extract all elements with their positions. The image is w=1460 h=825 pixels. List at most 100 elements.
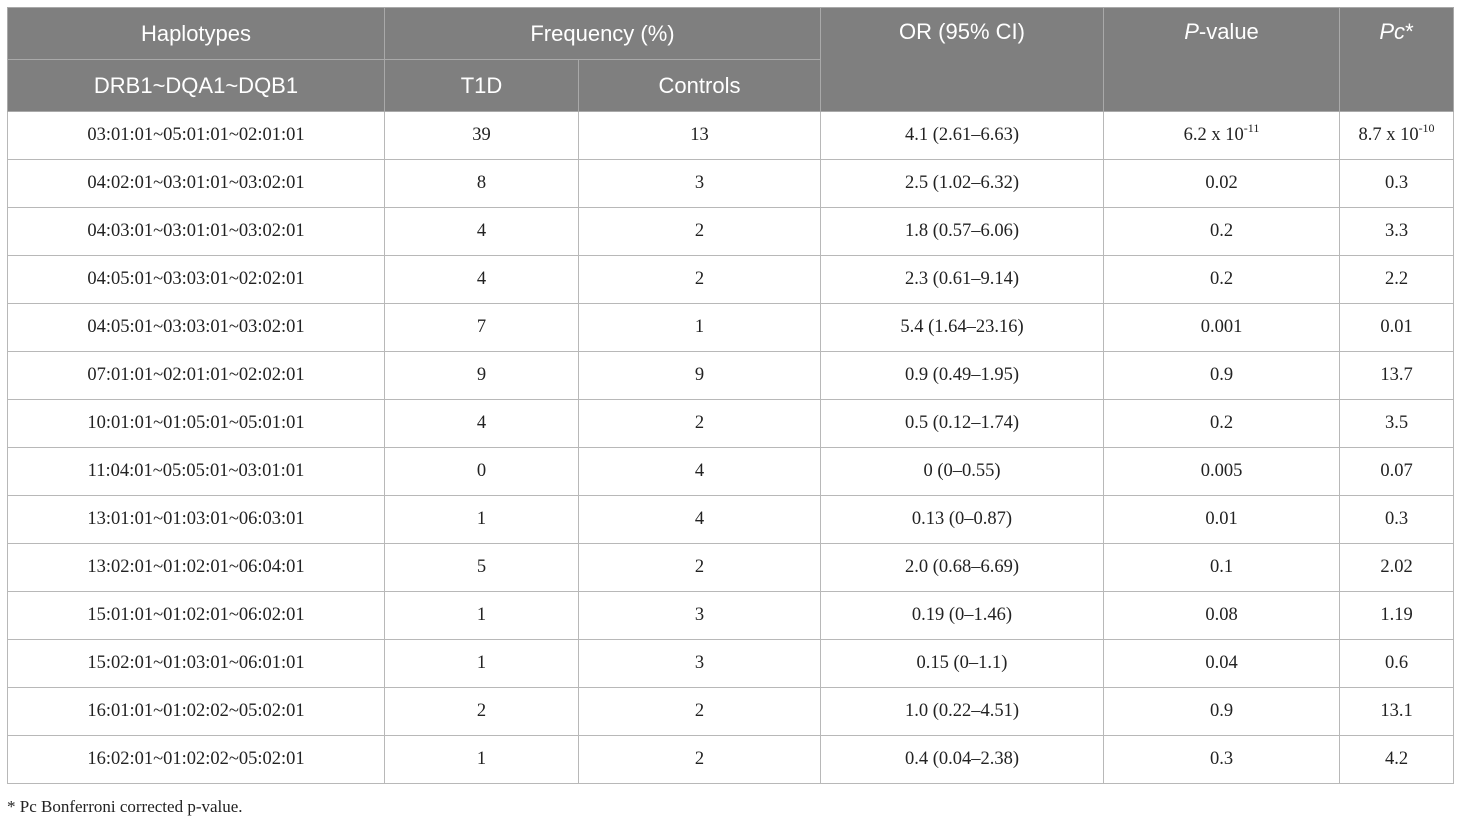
cell-t1d: 1 bbox=[384, 495, 579, 544]
cell-controls: 1 bbox=[578, 303, 821, 352]
cell-p-value: 0.01 bbox=[1103, 495, 1340, 544]
p-value-base: 0.2 bbox=[1209, 221, 1234, 241]
table-row: 03:01:01~05:01:01~02:01:01 39 13 4.1 (2.61–… bbox=[7, 111, 1454, 160]
pc-value-base: 0.01 bbox=[1380, 317, 1413, 337]
p-value-base: 0.2 bbox=[1209, 269, 1234, 289]
cell-t1d: 1 bbox=[384, 639, 579, 688]
cell-t1d: 4 bbox=[384, 207, 579, 256]
p-value-base: 0.9 bbox=[1209, 701, 1234, 721]
cell-pc: 13.7 bbox=[1339, 351, 1454, 400]
header-row-sub: DRB1~DQA1~DQB1 T1D Controls bbox=[7, 59, 1454, 112]
table-body: 03:01:01~05:01:01~02:01:01 39 13 4.1 (2.61–… bbox=[7, 111, 1454, 784]
cell-haplotype: 15:01:01~01:02:01~06:02:01 bbox=[7, 591, 385, 640]
cell-controls: 3 bbox=[578, 159, 821, 208]
header-haplotype-loci: DRB1~DQA1~DQB1 bbox=[7, 59, 385, 112]
cell-haplotype: 16:01:01~01:02:02~05:02:01 bbox=[7, 687, 385, 736]
cell-haplotype: 15:02:01~01:03:01~06:01:01 bbox=[7, 639, 385, 688]
cell-controls: 4 bbox=[578, 495, 821, 544]
cell-or: 0.4 (0.04–2.38) bbox=[820, 735, 1104, 784]
cell-or: 2.3 (0.61–9.14) bbox=[820, 255, 1104, 304]
cell-t1d: 0 bbox=[384, 447, 579, 496]
table-row: 10:01:01~01:05:01~05:01:01 4 2 0.5 (0.12–1.… bbox=[7, 399, 1454, 448]
cell-controls: 13 bbox=[578, 111, 821, 160]
cell-pc: 2.02 bbox=[1339, 543, 1454, 592]
cell-t1d: 7 bbox=[384, 303, 579, 352]
cell-t1d: 4 bbox=[384, 399, 579, 448]
header-p-value: P-value bbox=[1103, 7, 1340, 112]
table-row: 15:02:01~01:03:01~06:01:01 1 3 0.15 (0–1.1)… bbox=[7, 639, 1454, 688]
cell-t1d: 39 bbox=[384, 111, 579, 160]
header-or: OR (95% CI) bbox=[820, 7, 1104, 112]
cell-p-value: 0.1 bbox=[1103, 543, 1340, 592]
pc-value-base: 0.3 bbox=[1384, 173, 1409, 193]
pc-value-base: 1.19 bbox=[1380, 605, 1413, 625]
cell-controls: 3 bbox=[578, 639, 821, 688]
cell-or: 2.5 (1.02–6.32) bbox=[820, 159, 1104, 208]
table-row: 13:01:01~01:03:01~06:03:01 1 4 0.13 (0–0.87… bbox=[7, 495, 1454, 544]
cell-pc: 4.2 bbox=[1339, 735, 1454, 784]
cell-haplotype: 04:05:01~03:03:01~03:02:01 bbox=[7, 303, 385, 352]
cell-controls: 2 bbox=[578, 207, 821, 256]
cell-haplotype: 04:05:01~03:03:01~02:02:01 bbox=[7, 255, 385, 304]
cell-t1d: 5 bbox=[384, 543, 579, 592]
header-controls: Controls bbox=[578, 59, 821, 112]
cell-or: 0.15 (0–1.1) bbox=[820, 639, 1104, 688]
p-value-base: 0.04 bbox=[1205, 653, 1238, 673]
p-value-base: 0.01 bbox=[1205, 509, 1238, 529]
pc-value-base: 2.2 bbox=[1384, 269, 1409, 289]
cell-or: 0.19 (0–1.46) bbox=[820, 591, 1104, 640]
cell-pc: 1.19 bbox=[1339, 591, 1454, 640]
cell-pc: 0.3 bbox=[1339, 159, 1454, 208]
cell-p-value: 0.2 bbox=[1103, 207, 1340, 256]
cell-t1d: 1 bbox=[384, 735, 579, 784]
cell-controls: 2 bbox=[578, 735, 821, 784]
pc-value-base: 13.1 bbox=[1380, 701, 1413, 721]
cell-haplotype: 03:01:01~05:01:01~02:01:01 bbox=[7, 111, 385, 160]
cell-or: 5.4 (1.64–23.16) bbox=[820, 303, 1104, 352]
pc-value-base: 8.7 x 10 bbox=[1358, 125, 1419, 145]
cell-controls: 9 bbox=[578, 351, 821, 400]
pc-value-base: 2.02 bbox=[1380, 557, 1413, 577]
cell-p-value: 0.04 bbox=[1103, 639, 1340, 688]
header-p-value-rest: -value bbox=[1198, 19, 1259, 44]
cell-t1d: 2 bbox=[384, 687, 579, 736]
cell-p-value: 0.9 bbox=[1103, 687, 1340, 736]
cell-p-value: 0.9 bbox=[1103, 351, 1340, 400]
header-row-main: Haplotypes Frequency (%) OR (95% CI) P-v… bbox=[7, 7, 1454, 112]
header-pc-rest: * bbox=[1405, 19, 1414, 44]
cell-p-value: 0.02 bbox=[1103, 159, 1340, 208]
cell-pc: 8.7 x 10-10 bbox=[1339, 111, 1454, 160]
cell-p-value: 0.08 bbox=[1103, 591, 1340, 640]
cell-or: 0 (0–0.55) bbox=[820, 447, 1104, 496]
header-frequency: Frequency (%) bbox=[384, 7, 821, 60]
table-footnote: * Pc Bonferroni corrected p-value. bbox=[7, 797, 243, 816]
cell-pc: 2.2 bbox=[1339, 255, 1454, 304]
p-value-base: 0.02 bbox=[1205, 173, 1238, 193]
pc-value-base: 3.3 bbox=[1384, 221, 1409, 241]
cell-p-value: 0.2 bbox=[1103, 255, 1340, 304]
pc-value-exponent: -10 bbox=[1418, 121, 1435, 135]
cell-controls: 3 bbox=[578, 591, 821, 640]
table-row: 07:01:01~02:01:01~02:02:01 9 9 0.9 (0.49–1.… bbox=[7, 351, 1454, 400]
cell-controls: 4 bbox=[578, 447, 821, 496]
p-value-base: 0.005 bbox=[1200, 461, 1243, 481]
cell-p-value: 0.005 bbox=[1103, 447, 1340, 496]
pc-value-base: 0.07 bbox=[1380, 461, 1413, 481]
cell-haplotype: 07:01:01~02:01:01~02:02:01 bbox=[7, 351, 385, 400]
cell-pc: 3.3 bbox=[1339, 207, 1454, 256]
table-row: 13:02:01~01:02:01~06:04:01 5 2 2.0 (0.68–6.… bbox=[7, 543, 1454, 592]
table-header: Haplotypes Frequency (%) OR (95% CI) P-v… bbox=[7, 7, 1454, 112]
header-t1d: T1D bbox=[384, 59, 579, 112]
table-row: 15:01:01~01:02:01~06:02:01 1 3 0.19 (0–1.46… bbox=[7, 591, 1454, 640]
pc-value-base: 3.5 bbox=[1384, 413, 1409, 433]
header-p-value-italic: P bbox=[1184, 19, 1199, 44]
cell-haplotype: 13:01:01~01:03:01~06:03:01 bbox=[7, 495, 385, 544]
table-row: 04:05:01~03:03:01~03:02:01 7 1 5.4 (1.64–23… bbox=[7, 303, 1454, 352]
cell-p-value: 0.001 bbox=[1103, 303, 1340, 352]
p-value-base: 0.08 bbox=[1205, 605, 1238, 625]
cell-or: 1.8 (0.57–6.06) bbox=[820, 207, 1104, 256]
table-row: 04:03:01~03:01:01~03:02:01 4 2 1.8 (0.57–6.… bbox=[7, 207, 1454, 256]
cell-pc: 0.01 bbox=[1339, 303, 1454, 352]
p-value-base: 0.2 bbox=[1209, 413, 1234, 433]
cell-p-value: 0.3 bbox=[1103, 735, 1340, 784]
